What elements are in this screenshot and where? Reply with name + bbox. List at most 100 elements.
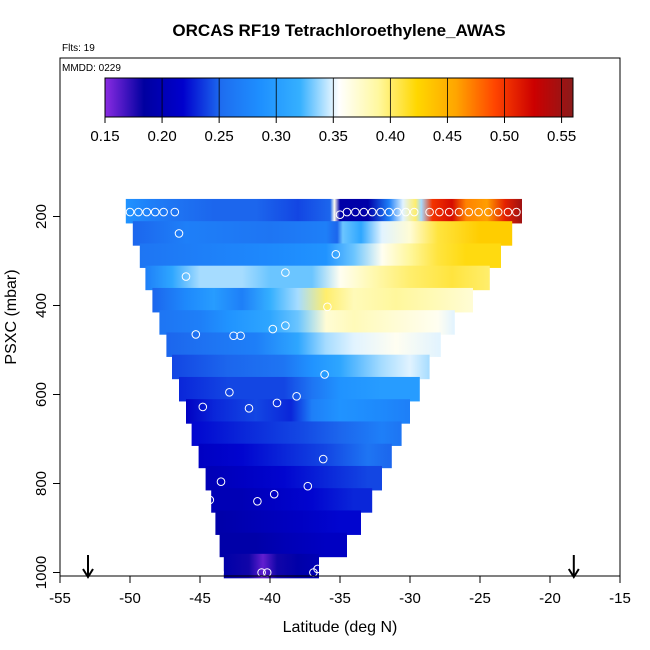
heatmap-row bbox=[179, 376, 420, 402]
colorbar-tick-label: 0.20 bbox=[147, 128, 176, 145]
sample-point bbox=[303, 481, 313, 491]
sample-point bbox=[384, 207, 394, 217]
sample-point bbox=[503, 207, 513, 217]
sample-point bbox=[198, 402, 208, 412]
sample-point bbox=[464, 207, 474, 217]
sample-point bbox=[281, 268, 290, 277]
sample-point bbox=[435, 207, 444, 217]
endpoint-arrow-head bbox=[567, 568, 580, 579]
colorbar-tick-label: 0.15 bbox=[90, 128, 119, 145]
sample-point bbox=[269, 489, 279, 499]
heatmap-row bbox=[132, 221, 513, 246]
flights-label: Flts: 19 bbox=[62, 43, 95, 54]
heatmap-row bbox=[198, 443, 392, 469]
heatmap-row bbox=[159, 310, 455, 335]
sample-point bbox=[393, 207, 402, 217]
colorbar-tick-label: 0.55 bbox=[547, 128, 576, 145]
sample-point bbox=[444, 207, 454, 217]
heatmap-row bbox=[125, 198, 523, 224]
sample-point bbox=[454, 207, 464, 217]
heatmap-row bbox=[219, 532, 347, 558]
heatmap-row bbox=[145, 265, 490, 291]
sample-point bbox=[512, 207, 521, 217]
sample-point bbox=[253, 497, 262, 506]
x-tick-label: -45 bbox=[189, 590, 211, 607]
sample-point bbox=[215, 568, 224, 577]
heatmap-row bbox=[166, 332, 441, 357]
heatmap-row bbox=[205, 465, 382, 491]
sample-point bbox=[181, 272, 191, 281]
heatmap-row bbox=[186, 399, 410, 424]
x-tick-label: -30 bbox=[399, 590, 421, 607]
sample-point bbox=[376, 207, 385, 217]
sample-point bbox=[401, 207, 411, 217]
colorbar-tick-label: 0.45 bbox=[433, 128, 462, 145]
colorbar-tick-label: 0.40 bbox=[376, 128, 405, 145]
heatmap-row bbox=[152, 287, 473, 313]
x-tick-label: -20 bbox=[539, 590, 561, 607]
sample-point bbox=[409, 207, 419, 217]
sample-point bbox=[320, 370, 329, 379]
x-axis: -55 -50 -45 -40 -35 -30 -25 -20 -15 bbox=[49, 576, 631, 607]
colorbar-tick-label: 0.35 bbox=[319, 128, 348, 145]
sample-point bbox=[125, 207, 135, 217]
sample-point bbox=[225, 387, 234, 397]
sample-point bbox=[493, 207, 503, 217]
heatmap-row bbox=[223, 553, 319, 579]
x-axis-title: Latitude (deg N) bbox=[283, 619, 398, 636]
endpoint-arrow-head bbox=[82, 568, 94, 579]
sample-point bbox=[229, 331, 238, 341]
colorbar-tick-label: 0.25 bbox=[205, 128, 234, 145]
sample-point bbox=[484, 207, 493, 217]
colorbar: 0.15 0.20 0.25 0.30 0.35 0.40 0.45 0.50 0.55 bbox=[90, 77, 576, 145]
sample-point bbox=[313, 564, 322, 574]
x-tick-label: -25 bbox=[469, 590, 491, 607]
sample-point bbox=[292, 391, 301, 401]
sample-point bbox=[244, 403, 254, 413]
y-tick-label: 800 bbox=[33, 471, 50, 496]
sample-point bbox=[150, 207, 160, 217]
sample-point bbox=[351, 207, 360, 217]
flight-endpoint-arrows bbox=[82, 555, 580, 579]
sample-point bbox=[142, 207, 152, 217]
sample-point bbox=[191, 330, 201, 339]
y-tick-label: 600 bbox=[33, 382, 50, 407]
y-tick-label: 200 bbox=[33, 204, 50, 229]
sample-markers bbox=[125, 207, 521, 577]
heatmap-row bbox=[215, 510, 361, 535]
sample-point bbox=[174, 229, 184, 238]
heatmap-row bbox=[172, 354, 430, 380]
date-label: MMDD: 0229 bbox=[62, 63, 121, 74]
heatmap-row bbox=[139, 243, 502, 268]
x-tick-label: -55 bbox=[49, 590, 71, 607]
colorbar-tick-label: 0.50 bbox=[490, 128, 519, 145]
sample-point bbox=[216, 477, 226, 487]
x-tick-label: -40 bbox=[259, 590, 281, 607]
x-tick-label: -35 bbox=[329, 590, 351, 607]
sample-point bbox=[268, 324, 278, 334]
sample-point bbox=[323, 302, 332, 312]
heatmap-row bbox=[211, 488, 373, 513]
sample-point bbox=[205, 495, 215, 505]
x-tick-label: -15 bbox=[609, 590, 631, 607]
sample-point bbox=[331, 250, 341, 259]
y-axis: 200 400 600 800 1000 bbox=[33, 204, 60, 589]
y-tick-label: 400 bbox=[33, 293, 50, 318]
sample-point bbox=[367, 207, 377, 217]
sample-point bbox=[134, 207, 143, 217]
y-tick-label: 1000 bbox=[33, 556, 50, 589]
y-axis-title: PSXC (mbar) bbox=[3, 269, 20, 364]
sample-point bbox=[359, 207, 369, 217]
sample-point bbox=[281, 321, 290, 330]
sample-point bbox=[272, 398, 282, 408]
heatmap-row bbox=[191, 421, 402, 446]
chart-title: ORCAS RF19 Tetrachloroethylene_AWAS bbox=[172, 21, 505, 40]
colorbar-tick-label: 0.30 bbox=[262, 128, 291, 145]
colorbar-frame bbox=[104, 77, 574, 118]
sample-point bbox=[236, 331, 245, 341]
sample-point bbox=[425, 207, 434, 217]
sample-point bbox=[170, 207, 180, 217]
sample-point bbox=[159, 207, 168, 217]
colorbar-ramp bbox=[105, 78, 573, 117]
